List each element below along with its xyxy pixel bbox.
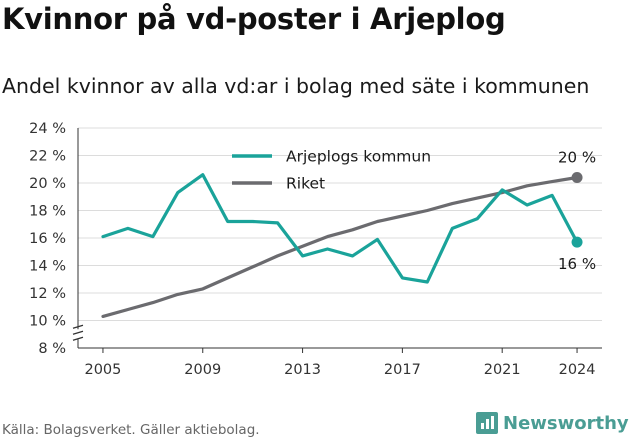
y-tick-label: 12 % bbox=[29, 286, 66, 302]
series-line-arjeplog bbox=[101, 173, 579, 284]
series-lines bbox=[101, 172, 583, 318]
y-tick-label: 16 % bbox=[29, 231, 66, 247]
y-tick-label: 18 % bbox=[29, 204, 66, 220]
legend-label: Arjeplogs kommun bbox=[286, 148, 431, 166]
y-tick-label: 10 % bbox=[29, 314, 66, 330]
y-tick-label: 14 % bbox=[29, 259, 66, 275]
source-note: Källa: Bolagsverket. Gäller aktiebolag. bbox=[2, 422, 260, 438]
x-tick-label: 2017 bbox=[384, 362, 421, 378]
y-tick-label: 24 % bbox=[29, 121, 66, 137]
x-tick-label: 2021 bbox=[484, 362, 521, 378]
end-point-arjeplog bbox=[571, 236, 583, 248]
legend: Arjeplogs kommun Riket bbox=[232, 148, 431, 193]
end-label-arjeplog: 16 % bbox=[558, 255, 596, 273]
end-labels: 16 % 20 % bbox=[558, 149, 596, 274]
chart-subtitle: Andel kvinnor av alla vd:ar i bolag med … bbox=[2, 74, 590, 98]
newsworthy-logo[interactable]: Newsworthy bbox=[476, 410, 629, 436]
y-tick-label: 22 % bbox=[29, 149, 66, 165]
gridlines bbox=[78, 127, 602, 321]
axis-break-mask bbox=[72, 329, 84, 340]
chart-title: Kvinnor på vd-poster i Arjeplog bbox=[2, 2, 506, 36]
x-axis: 2005 2009 2013 2017 2021 2024 bbox=[78, 347, 602, 378]
axis-break-icon bbox=[72, 324, 84, 341]
x-tick-label: 2013 bbox=[284, 362, 321, 378]
line-chart: 8 % 10 % 12 % 14 % 16 % 18 % 20 % 22 % 24 % 2005… bbox=[29, 121, 602, 378]
x-tick-label: 2009 bbox=[184, 362, 221, 378]
y-axis: 8 % 10 % 12 % 14 % 16 % 18 % 20 % 22 % 24 % bbox=[29, 121, 84, 357]
brand-name: Newsworthy bbox=[503, 412, 629, 434]
end-point-riket bbox=[571, 172, 583, 183]
y-tick-label: 20 % bbox=[29, 176, 66, 192]
chart-logo-icon bbox=[476, 412, 498, 434]
end-label-riket: 20 % bbox=[558, 149, 596, 167]
y-tick-label: 8 % bbox=[38, 341, 66, 357]
x-tick-label: 2005 bbox=[84, 362, 121, 378]
x-tick-label: 2024 bbox=[559, 362, 596, 378]
legend-label: Riket bbox=[286, 175, 325, 193]
